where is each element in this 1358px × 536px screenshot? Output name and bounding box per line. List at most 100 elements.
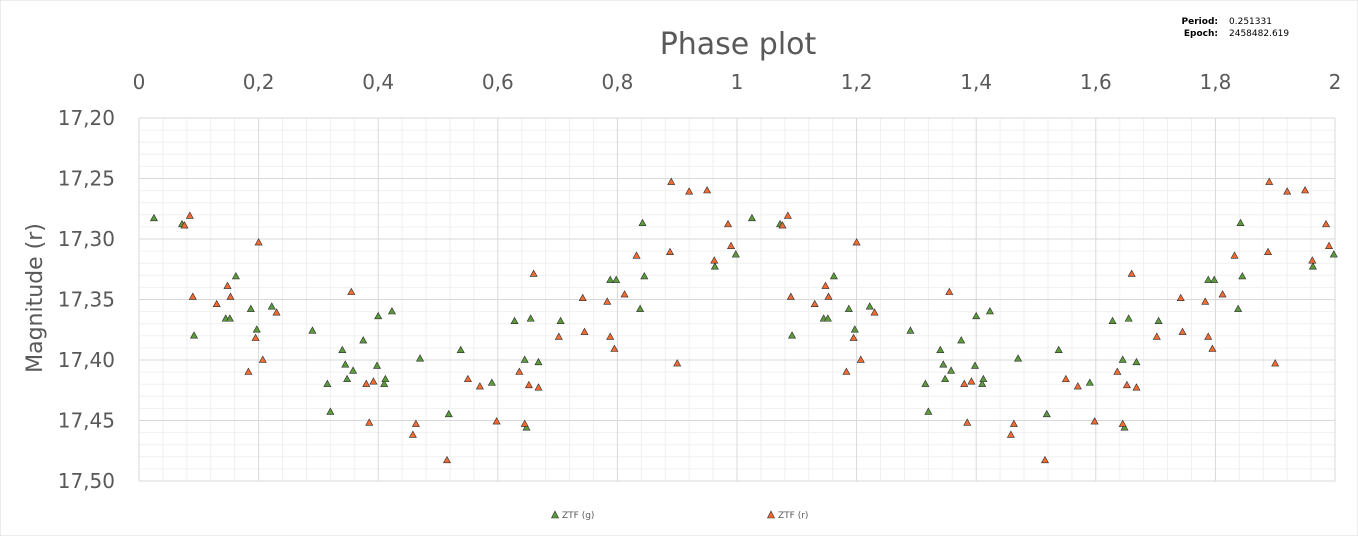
data-point-ztf-r <box>1204 332 1213 340</box>
data-point-ztf-r <box>1264 247 1273 256</box>
data-point-ztf-r <box>534 383 543 391</box>
data-point-ztf-r <box>849 333 858 341</box>
legend-marker-ztf-g <box>551 510 559 519</box>
x-tick-label: 0,2 <box>243 70 275 94</box>
y-axis-label: Magnitude (r) <box>23 223 48 373</box>
data-point-ztf-r <box>524 380 533 389</box>
data-point-ztf-g <box>522 423 531 431</box>
data-point-ztf-r <box>856 355 865 363</box>
data-point-ztf-g <box>359 336 368 344</box>
data-point-ztf-g <box>308 326 317 334</box>
data-point-ztf-r <box>529 269 538 277</box>
data-point-ztf-r <box>578 293 587 301</box>
data-point-ztf-g <box>338 345 347 354</box>
data-point-ztf-g <box>640 271 649 280</box>
series-ztf-r <box>180 177 1334 464</box>
data-point-ztf-r <box>475 382 484 390</box>
data-point-ztf-r <box>1218 290 1227 298</box>
data-point-ztf-g <box>947 366 956 374</box>
data-point-ztf-g <box>326 407 335 415</box>
data-point-ztf-r <box>185 211 194 219</box>
data-point-ztf-r <box>254 238 263 246</box>
data-point-ztf-g <box>829 271 838 280</box>
x-tick-label: 1,2 <box>841 70 873 94</box>
x-tick-label: 1 <box>731 70 744 94</box>
data-point-ztf-r <box>463 374 472 383</box>
data-point-ztf-g <box>387 307 396 315</box>
data-point-ztf-r <box>666 247 675 256</box>
data-point-ztf-g <box>844 304 853 312</box>
data-point-ztf-r <box>603 297 612 305</box>
data-point-ztf-r <box>1152 332 1161 340</box>
data-point-ztf-g <box>788 331 797 339</box>
data-point-ztf-g <box>957 336 966 344</box>
data-point-ztf-g <box>1236 218 1245 226</box>
data-point-ztf-g <box>341 360 350 368</box>
data-point-ztf-g <box>1210 275 1219 283</box>
data-point-ztf-r <box>1271 359 1280 367</box>
data-point-ztf-g <box>252 325 261 333</box>
data-point-ztf-r <box>369 377 378 385</box>
data-point-ztf-r <box>786 292 795 300</box>
data-point-ztf-r <box>411 419 420 427</box>
data-point-ztf-g <box>381 374 390 383</box>
data-point-ztf-r <box>1132 383 1141 391</box>
epoch-value: 2458482.619 <box>1229 29 1289 39</box>
data-point-ztf-r <box>1122 380 1131 389</box>
data-point-ztf-g <box>372 361 382 369</box>
legend-marker-ztf-r <box>767 510 775 519</box>
y-tick-label: 17,45 <box>58 409 115 433</box>
data-point-ztf-r <box>580 327 589 335</box>
x-tick-label: 1,4 <box>960 70 992 94</box>
major-gridlines <box>138 117 1336 482</box>
data-point-ztf-r <box>180 221 189 229</box>
data-point-ztf-r <box>1090 417 1099 425</box>
data-point-ztf-r <box>1127 269 1136 277</box>
data-point-ztf-g <box>349 366 358 374</box>
data-point-ztf-g <box>731 250 740 258</box>
data-point-ztf-r <box>188 292 197 300</box>
y-tick-label: 17,25 <box>58 167 115 191</box>
data-point-ztf-g <box>1108 316 1117 324</box>
data-point-ztf-g <box>1014 354 1023 362</box>
data-point-ztf-r <box>685 187 694 195</box>
data-point-ztf-g <box>710 262 719 270</box>
data-point-ztf-g <box>985 307 994 315</box>
data-point-ztf-g <box>1204 275 1213 283</box>
x-tick-label: 0,8 <box>601 70 633 94</box>
data-point-ztf-g <box>267 302 276 310</box>
data-point-ztf-r <box>1061 374 1070 383</box>
data-point-ztf-g <box>1120 423 1129 431</box>
data-point-ztf-r <box>778 221 787 229</box>
data-point-ztf-g <box>380 379 389 387</box>
x-tick-label: 1,8 <box>1199 70 1231 94</box>
data-point-ztf-g <box>1054 345 1063 354</box>
data-point-ztf-g <box>1308 262 1317 270</box>
data-point-ztf-g <box>936 345 945 354</box>
data-point-ztf-r <box>1301 186 1310 194</box>
data-point-ztf-g <box>225 314 234 322</box>
data-point-ztf-r <box>1322 219 1331 228</box>
data-point-ztf-g <box>190 331 199 339</box>
data-point-ztf-g <box>747 213 756 222</box>
data-point-ztf-g <box>1042 409 1051 418</box>
data-point-ztf-r <box>1073 382 1082 390</box>
y-axis-ticks: 17,20 17,25 17,30 17,35 17,40 17,45 17,50 <box>58 106 115 493</box>
period-label: Period: <box>1182 17 1218 27</box>
data-point-ztf-g <box>487 378 496 386</box>
data-point-ztf-r <box>1325 241 1334 249</box>
data-point-ztf-r <box>1283 187 1292 195</box>
data-point-ztf-r <box>673 359 682 367</box>
data-point-ztf-r <box>258 355 267 363</box>
data-point-ztf-r <box>226 292 235 300</box>
y-tick-label: 17,20 <box>58 106 115 130</box>
data-point-ztf-g <box>374 311 383 320</box>
data-point-ztf-r <box>1230 251 1239 259</box>
period-value: 0.251331 <box>1229 17 1272 27</box>
data-point-ztf-r <box>967 377 976 385</box>
y-tick-label: 17,50 <box>58 469 115 493</box>
x-axis-ticks: 0 0,2 0,4 0,6 0,8 1 1,2 1,4 1,6 1,8 2 <box>133 70 1342 94</box>
data-point-ztf-g <box>1124 314 1133 322</box>
y-tick-label: 17,30 <box>58 227 115 251</box>
